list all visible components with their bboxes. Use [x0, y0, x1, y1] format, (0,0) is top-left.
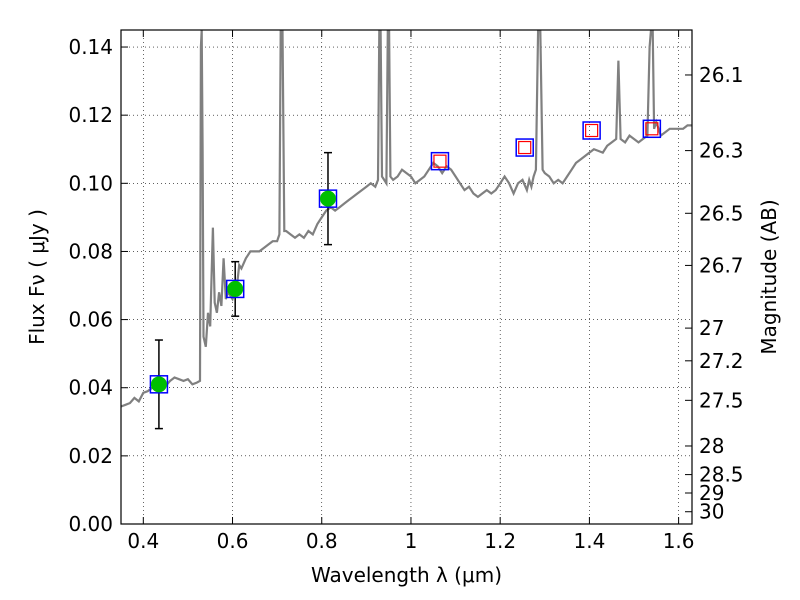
- y2-tick-label: 26.3: [699, 139, 744, 163]
- y-tick-label: 0.14: [68, 35, 113, 59]
- y-tick-label: 0.00: [68, 512, 113, 536]
- y2-axis-label: Magnitude (AB): [757, 199, 781, 354]
- blue-square-marker: [149, 375, 169, 394]
- blue-square-marker: [642, 119, 662, 139]
- y2-tick-label: 27.5: [699, 388, 744, 412]
- y2-tick-label: 26.7: [699, 253, 744, 277]
- x-tick-label: 0.8: [306, 529, 338, 553]
- red-square-marker: [433, 154, 447, 168]
- y2-tick-label: 27: [699, 316, 724, 340]
- x-tick-label: 0.4: [127, 529, 159, 553]
- y2-tick-label: 28.5: [699, 463, 744, 487]
- x-axis-label: Wavelength λ (μm): [311, 563, 502, 587]
- green-circle-marker: [319, 190, 336, 207]
- blue-square-marker: [430, 151, 450, 171]
- y2-tick-label: 30: [699, 500, 724, 524]
- red-square-marker: [645, 122, 659, 136]
- y-tick-label: 0.08: [68, 239, 113, 263]
- plot-frame: [120, 29, 693, 525]
- y2-tick-label: 28: [699, 434, 724, 458]
- blue-square-marker: [225, 279, 245, 299]
- x-tick-label: 1: [405, 529, 418, 553]
- y-tick-label: 0.04: [68, 376, 113, 400]
- plot-area: [121, 30, 692, 430]
- y2-tick-label: 26.1: [699, 63, 744, 87]
- y-tick-label: 0.02: [68, 444, 113, 468]
- green-circle-marker: [227, 280, 244, 297]
- x-tick-label: 1.4: [573, 529, 605, 553]
- y-tick-label: 0.10: [68, 171, 113, 195]
- grid: [121, 30, 692, 525]
- blue-square-marker: [515, 138, 534, 157]
- blue-square-marker: [318, 189, 338, 208]
- spectrum-line: [121, 30, 692, 408]
- red-square-marker: [518, 140, 532, 155]
- red-square-marker: [585, 123, 599, 138]
- y-tick-label: 0.06: [68, 308, 113, 332]
- blue-square-marker: [582, 121, 601, 140]
- x-tick-label: 1.6: [663, 529, 695, 553]
- y2-tick-label: 26.5: [699, 201, 744, 225]
- x-tick-label: 1.2: [484, 529, 516, 553]
- green-circle-marker: [150, 376, 167, 393]
- x-tick-label: 0.6: [217, 529, 249, 553]
- y2-tick-label: 29: [699, 481, 724, 505]
- y-axis-label: Flux Fν ( μJy ): [25, 209, 49, 345]
- ticks: 0.4 0.6 0.8 1 1.2 1.4 1.6 0.00 0.02 0.04 0.06 0.08 0…: [68, 30, 744, 553]
- y2-tick-label: 27.2: [699, 349, 744, 373]
- y-tick-label: 0.12: [68, 103, 113, 127]
